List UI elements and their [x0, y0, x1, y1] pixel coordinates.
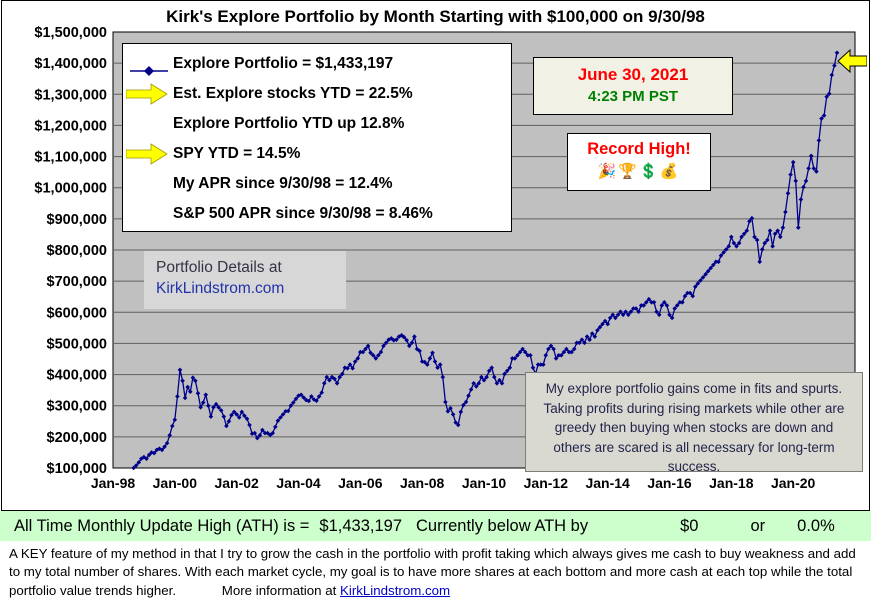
svg-text:Jan-14: Jan-14 — [585, 475, 630, 491]
y-axis-labels: $100,000 $200,000 $300,000 $400,000 $500,000… — [34, 25, 107, 477]
legend-label: Explore Portfolio YTD up 12.8% — [173, 115, 405, 132]
svg-text:$900,000: $900,000 — [47, 212, 107, 228]
ath-status-bar: All Time Monthly Update High (ATH) is = … — [0, 511, 871, 541]
method-description: A KEY feature of my method in that I try… — [0, 541, 871, 600]
svg-text:Jan-04: Jan-04 — [276, 475, 321, 491]
legend-label: My APR since 9/30/98 = 12.4% — [173, 175, 393, 192]
method-text: A KEY feature of my method in that I try… — [9, 546, 856, 598]
legend-label: Explore Portfolio = $1,433,197 — [173, 55, 394, 72]
svg-text:Jan-06: Jan-06 — [338, 475, 383, 491]
svg-text:$200,000: $200,000 — [47, 430, 107, 446]
legend-row-explore-portfolio: Explore Portfolio = $1,433,197 — [123, 49, 511, 79]
explore-series-marker-icon — [130, 58, 168, 88]
ath-below-label: Currently below ATH by — [416, 516, 589, 535]
svg-text:Jan-00: Jan-00 — [153, 475, 198, 491]
ath-label: All Time Monthly Update High (ATH) is = — [14, 516, 310, 535]
yellow-right-arrow-icon — [125, 143, 168, 176]
svg-text:$100,000: $100,000 — [47, 461, 107, 477]
more-info-label: More information at — [221, 582, 341, 598]
legend-row-portfolio-ytd: Explore Portfolio YTD up 12.8% — [123, 109, 511, 139]
ath-or-label: or — [750, 516, 766, 535]
svg-text:$400,000: $400,000 — [47, 368, 107, 384]
svg-text:Jan-18: Jan-18 — [709, 475, 754, 491]
svg-text:Jan-10: Jan-10 — [462, 475, 507, 491]
yellow-right-arrow-icon — [125, 83, 168, 116]
svg-text:$700,000: $700,000 — [47, 274, 107, 290]
explore-portfolio-line — [133, 52, 838, 469]
yellow-left-arrow-icon — [837, 48, 868, 79]
chart-legend: Explore Portfolio = $1,433,197 Est. Expl… — [122, 43, 512, 232]
legend-row-sp500-apr: S&P 500 APR since 9/30/98 = 8.46% — [123, 199, 511, 229]
report-time: 4:23 PM PST — [587, 88, 679, 105]
svg-text:$1,200,000: $1,200,000 — [34, 118, 107, 134]
legend-row-my-apr: My APR since 9/30/98 = 12.4% — [123, 169, 511, 199]
portfolio-details-label: Portfolio Details at — [156, 259, 282, 276]
date-box: June 30, 2021 4:23 PM PST — [533, 57, 733, 115]
svg-text:Jan-12: Jan-12 — [524, 475, 569, 491]
svg-text:$1,000,000: $1,000,000 — [34, 181, 107, 197]
kirklindstrom-footer-link[interactable]: KirkLindstrom.com — [340, 582, 451, 598]
svg-text:$1,300,000: $1,300,000 — [34, 87, 107, 103]
chart-title: Kirk's Explore Portfolio by Month Starti… — [166, 7, 705, 26]
strategy-note-box: My explore portfolio gains come in fits … — [525, 372, 863, 474]
x-axis-labels: Jan-98 Jan-00 Jan-02 Jan-04 Jan-06 Jan-08 Jan-… — [91, 475, 816, 491]
svg-text:Jan-16: Jan-16 — [647, 475, 692, 491]
legend-row-spy-ytd: SPY YTD = 14.5% — [123, 139, 511, 169]
svg-text:$600,000: $600,000 — [47, 305, 107, 321]
ath-value: $1,433,197 — [319, 516, 403, 535]
svg-text:$1,400,000: $1,400,000 — [34, 56, 107, 72]
svg-text:Jan-02: Jan-02 — [214, 475, 259, 491]
legend-label: S&P 500 APR since 9/30/98 = 8.46% — [173, 205, 433, 222]
svg-text:Jan-08: Jan-08 — [400, 475, 445, 491]
svg-text:$800,000: $800,000 — [47, 243, 107, 259]
portfolio-chart-frame: $100,000 $200,000 $300,000 $400,000 $500,000… — [1, 0, 870, 511]
svg-text:$1,100,000: $1,100,000 — [34, 150, 107, 166]
ath-below-amount: $0 — [680, 516, 699, 535]
svg-text:$1,500,000: $1,500,000 — [34, 25, 107, 41]
svg-text:$300,000: $300,000 — [47, 399, 107, 415]
record-high-label: Record High! — [587, 140, 691, 158]
legend-label: SPY YTD = 14.5% — [173, 145, 301, 162]
celebration-icons: 🎉🏆💲💰 — [597, 163, 681, 180]
legend-row-est-stocks-ytd: Est. Explore stocks YTD = 22.5% — [123, 79, 511, 109]
kirklindstrom-site-link[interactable]: KirkLindstrom.com — [156, 280, 285, 297]
ath-below-percent: 0.0% — [797, 516, 835, 535]
svg-text:Jan-98: Jan-98 — [91, 475, 136, 491]
svg-text:Jan-20: Jan-20 — [771, 475, 816, 491]
svg-text:$500,000: $500,000 — [47, 336, 107, 352]
portfolio-details-box: Portfolio Details at KirkLindstrom.com — [144, 251, 346, 309]
report-date: June 30, 2021 — [577, 65, 689, 84]
legend-label: Est. Explore stocks YTD = 22.5% — [173, 85, 413, 102]
record-high-box: Record High! 🎉🏆💲💰 — [567, 133, 711, 191]
